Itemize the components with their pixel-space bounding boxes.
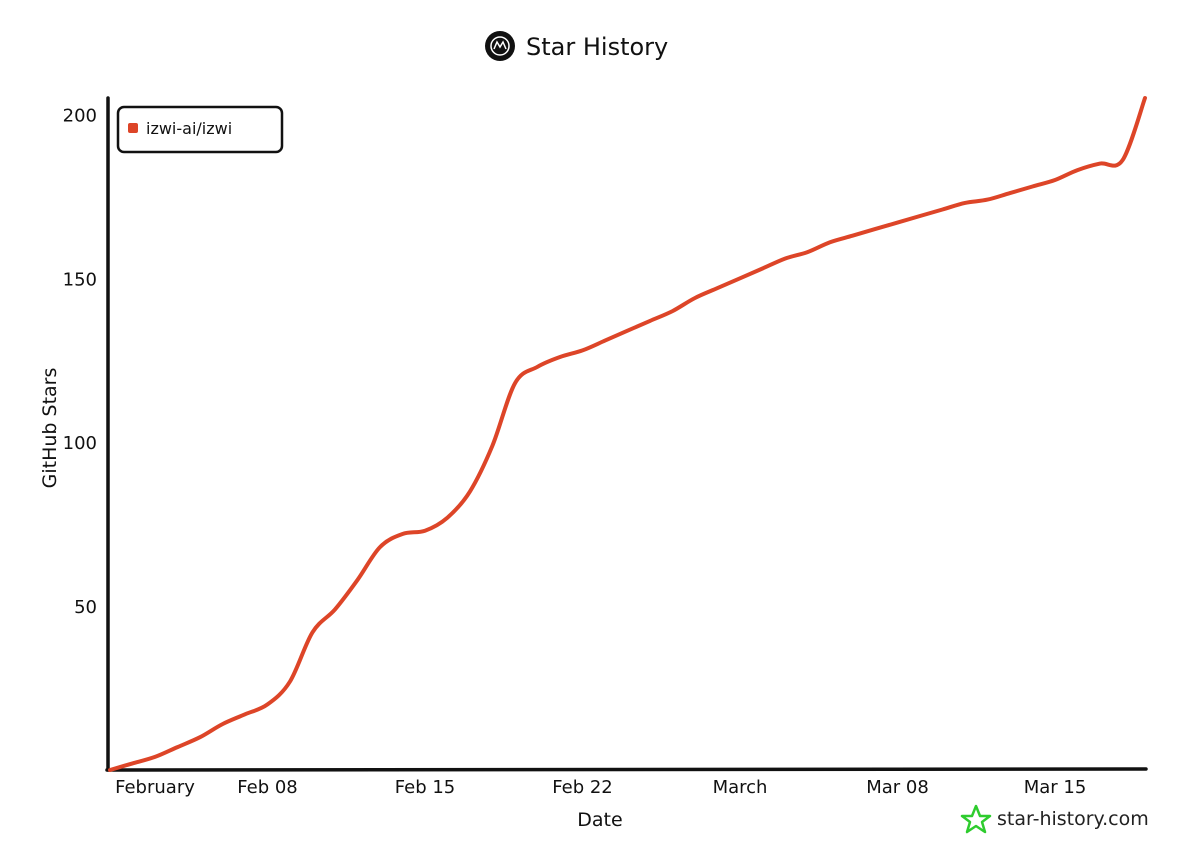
y-axis-label: GitHub Stars	[39, 368, 61, 489]
legend-entry-izwi-ai-izwi: izwi-ai/izwi	[146, 119, 232, 138]
legend-swatch	[128, 123, 138, 133]
chart-title-group: Star History	[485, 31, 668, 61]
x-tick-label: Feb 22	[552, 777, 613, 798]
series-group	[108, 96, 1147, 772]
star-history-logo-icon	[485, 31, 515, 61]
y-axis-ticks: 50 100 150 200	[63, 105, 97, 618]
y-tick-label: 150	[63, 269, 97, 290]
x-tick-label: Feb 08	[237, 777, 298, 798]
legend: izwi-ai/izwi	[116, 105, 284, 154]
x-axis-label: Date	[577, 809, 622, 831]
x-axis-ticks: February Feb 08 Feb 15 Feb 22 March Mar 08 Mar…	[115, 777, 1086, 798]
chart-title: Star History	[526, 33, 668, 61]
x-tick-label: Feb 15	[395, 777, 456, 798]
x-tick-label: Mar 08	[866, 777, 929, 798]
x-axis-line	[105, 767, 1148, 772]
y-tick-label: 200	[63, 105, 97, 126]
watermark-text: star-history.com	[997, 808, 1149, 830]
watermark: star-history.com	[960, 804, 1149, 834]
y-tick-label: 100	[63, 433, 97, 454]
y-tick-label: 50	[74, 597, 97, 618]
series-line-izwi-ai-izwi	[108, 96, 1147, 772]
x-tick-label: March	[713, 777, 768, 798]
x-tick-label: February	[115, 777, 195, 798]
x-tick-label: Mar 15	[1024, 777, 1087, 798]
legend-box	[116, 105, 284, 154]
star-icon	[960, 804, 992, 834]
